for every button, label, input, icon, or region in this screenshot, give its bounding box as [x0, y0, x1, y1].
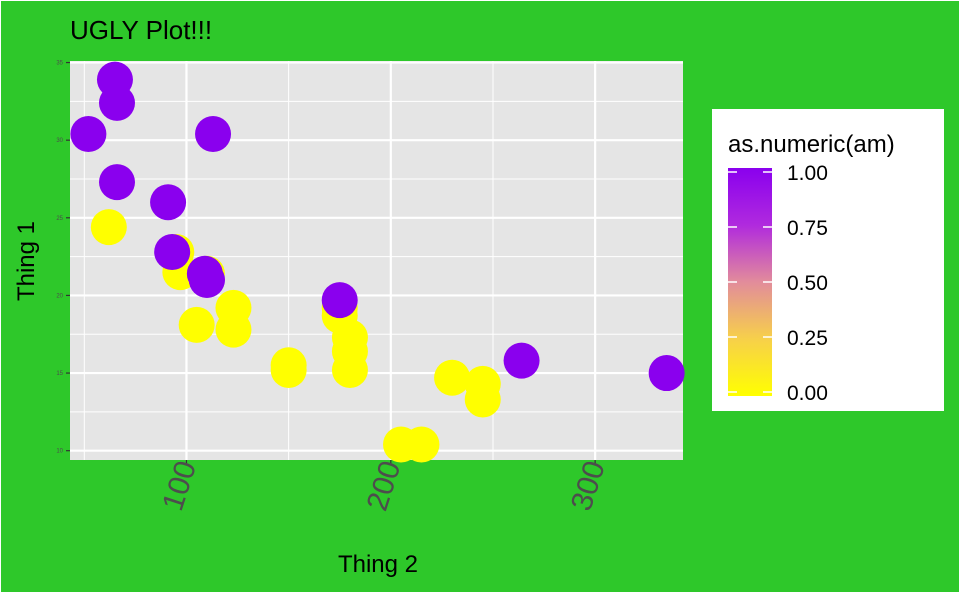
x-tick-label: 100 — [156, 457, 203, 515]
data-point — [70, 115, 107, 152]
data-points — [70, 61, 685, 463]
legend-break-label: 0.75 — [787, 217, 828, 240]
y-axis-label: Thing 1 — [13, 221, 40, 301]
legend-break-label: 0.50 — [787, 272, 828, 295]
y-tick-label: 35 — [56, 61, 63, 67]
legend-title: as.numeric(am) — [728, 131, 895, 158]
data-point — [154, 233, 191, 270]
data-point — [90, 209, 127, 246]
x-tick-label: 200 — [361, 457, 408, 515]
y-tick-label: 20 — [56, 293, 63, 299]
legend-ticks: 1.00 0.75 0.50 0.25 0.00 — [728, 162, 828, 405]
y-axis: 10 15 20 25 30 35 — [56, 61, 70, 455]
data-point — [403, 426, 440, 463]
data-point — [503, 342, 540, 379]
data-point — [648, 355, 685, 392]
x-axis-label: Thing 2 — [338, 551, 418, 578]
y-tick-label: 30 — [56, 138, 63, 144]
data-point — [270, 351, 307, 388]
grid-lines — [70, 61, 683, 460]
legend: as.numeric(am) 1.00 0.75 0.50 0.25 0.00 — [712, 109, 944, 411]
data-point — [434, 359, 471, 396]
legend-break-label: 1.00 — [787, 162, 828, 185]
data-point — [150, 184, 187, 221]
legend-break-label: 0.25 — [787, 327, 828, 350]
data-point — [464, 381, 501, 418]
legend-break-label: 0.00 — [787, 382, 828, 405]
y-tick-label: 10 — [56, 449, 63, 455]
data-point — [178, 306, 215, 343]
data-point — [186, 255, 223, 292]
data-point — [195, 115, 232, 152]
chart-title: UGLY Plot!!! — [70, 15, 212, 45]
data-point — [96, 61, 133, 98]
x-axis: 100 200 300 — [156, 457, 612, 515]
data-point — [215, 311, 252, 348]
y-tick-label: 15 — [56, 371, 63, 377]
x-tick-label: 300 — [565, 457, 612, 515]
y-tick-label: 25 — [56, 216, 63, 222]
data-point — [321, 282, 358, 319]
data-point — [331, 319, 368, 356]
data-point — [98, 164, 135, 201]
data-point — [331, 351, 368, 388]
